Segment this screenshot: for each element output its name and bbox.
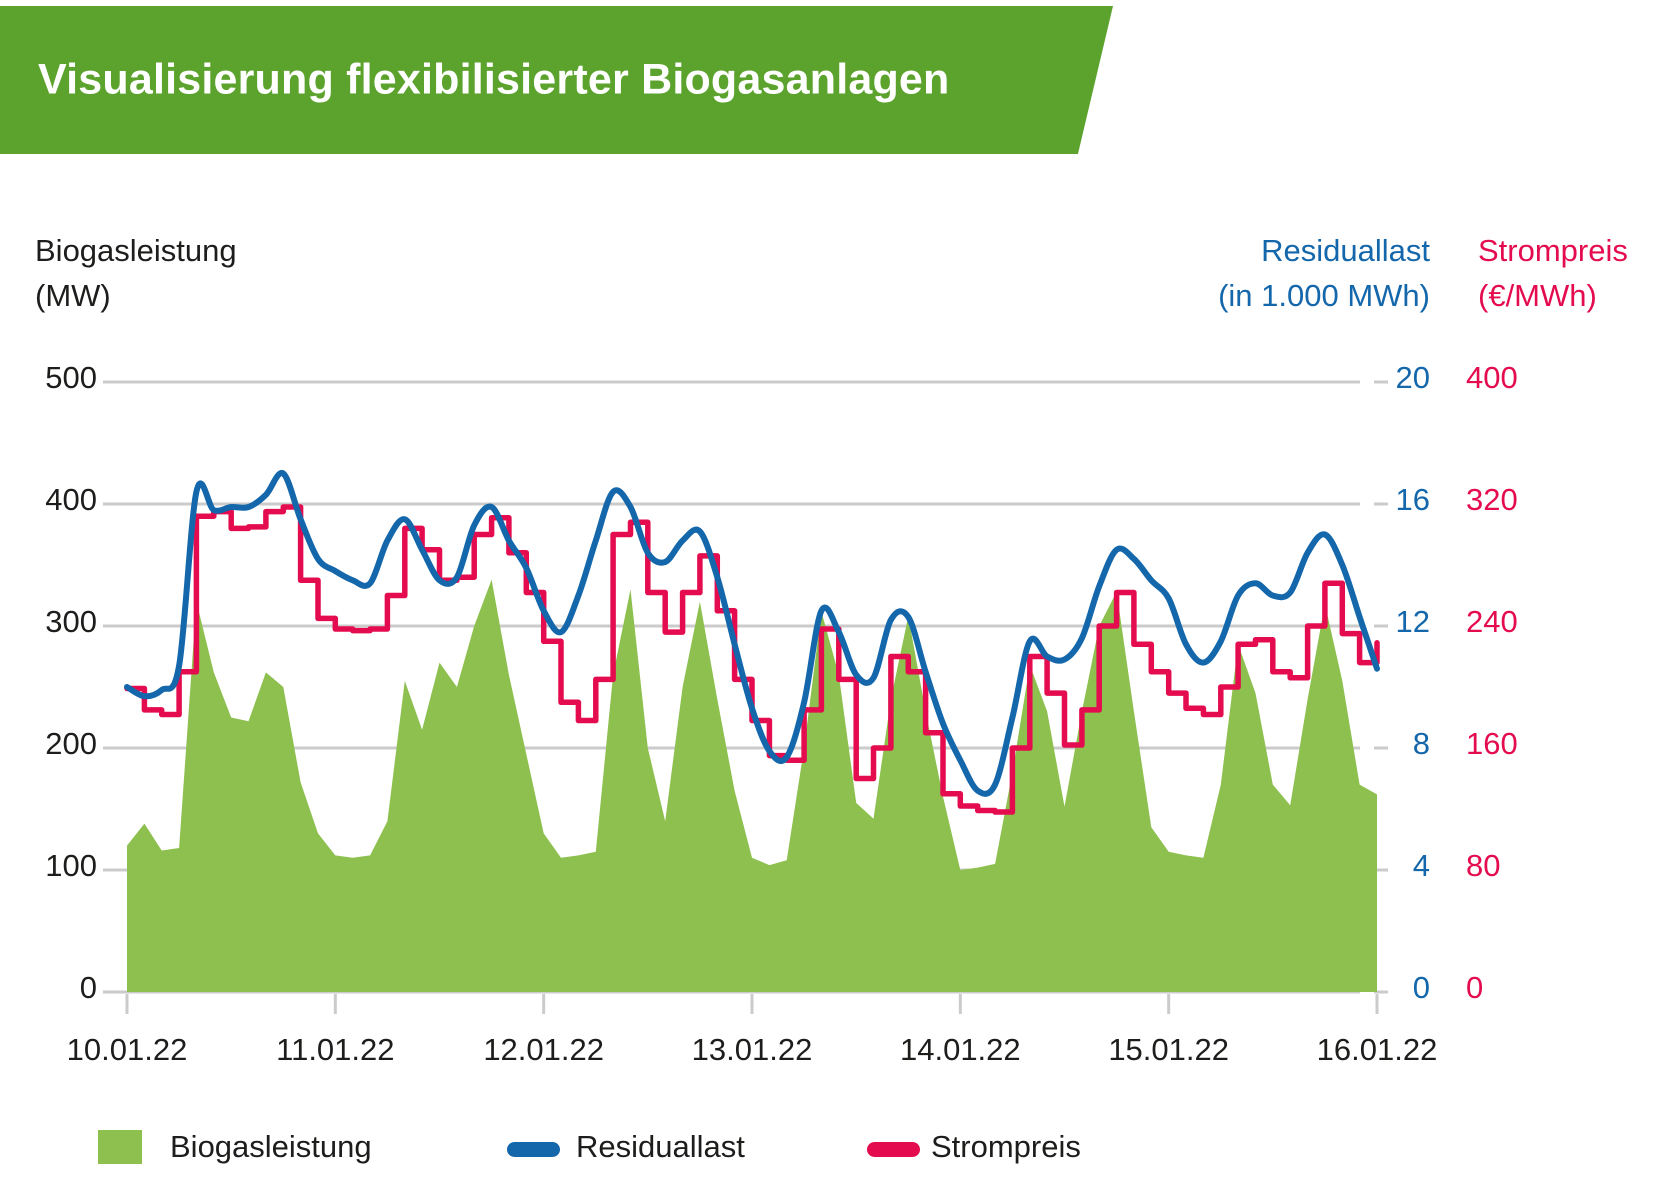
strompreis-axis-label: 160 — [1466, 726, 1518, 761]
residuallast-axis-label: 12 — [1395, 604, 1430, 639]
right-axis-title-strompreis: Strompreis (€/MWh) — [1478, 228, 1628, 318]
legend-label-strompreis: Strompreis — [931, 1129, 1081, 1164]
right-axis-title-residuallast: Residuallast (in 1.000 MWh) — [1030, 228, 1430, 318]
left-axis-title: Biogasleistung (MW) — [35, 228, 237, 318]
x-axis-date-label: 11.01.22 — [276, 1032, 395, 1067]
x-axis-date-label: 15.01.22 — [1108, 1032, 1229, 1067]
strompreis-axis-label: 240 — [1466, 604, 1518, 639]
residuallast-axis-label: 16 — [1395, 482, 1430, 517]
series-line-residuallast — [124, 470, 1380, 797]
page-title: Visualisierung flexibilisierter Biogasan… — [38, 55, 950, 104]
left-axis-label: 0 — [79, 970, 97, 1005]
left-axis-label: 200 — [45, 726, 97, 761]
x-axis-date-label: 12.01.22 — [483, 1032, 604, 1067]
x-axis-date-label: 16.01.22 — [1316, 1032, 1438, 1067]
strompreis-axis-label: 0 — [1466, 970, 1484, 1005]
legend-label-residuallast: Residuallast — [576, 1129, 745, 1164]
legend-swatch-residuallast — [507, 1142, 560, 1157]
series-step-strompreis — [124, 504, 1380, 815]
residuallast-title-line2: (in 1.000 MWh) — [1218, 278, 1430, 313]
title-banner: Visualisierung flexibilisierter Biogasan… — [0, 6, 1113, 154]
left-axis-title-line2: (MW) — [35, 278, 111, 313]
x-axis-date-label: 14.01.22 — [899, 1032, 1021, 1067]
strompreis-title-line2: (€/MWh) — [1478, 278, 1597, 313]
legend-swatch-biogasleistung — [98, 1130, 142, 1164]
series-area-biogasleistung — [127, 579, 1377, 992]
left-axis-label: 300 — [45, 604, 97, 639]
legend-label-biogasleistung: Biogasleistung — [170, 1129, 372, 1164]
x-axis-date-label: 10.01.22 — [66, 1032, 188, 1067]
residuallast-axis-label: 4 — [1412, 848, 1430, 883]
residuallast-title-line1: Residuallast — [1261, 233, 1430, 268]
residuallast-axis-label: 8 — [1412, 726, 1430, 761]
left-axis-label: 100 — [45, 848, 97, 883]
left-axis-title-line1: Biogasleistung — [35, 233, 237, 268]
legend-swatch-strompreis — [867, 1142, 920, 1157]
legend: Biogasleistung Residuallast Strompreis — [0, 1118, 1676, 1178]
strompreis-axis-label: 320 — [1466, 482, 1518, 517]
strompreis-title-line1: Strompreis — [1478, 233, 1628, 268]
x-axis-date-label: 13.01.22 — [691, 1032, 813, 1067]
strompreis-axis-label: 80 — [1466, 848, 1501, 883]
left-axis-label: 400 — [45, 482, 97, 517]
residuallast-axis-label: 20 — [1395, 360, 1430, 395]
strompreis-axis-label: 400 — [1466, 360, 1518, 395]
left-axis-label: 500 — [45, 360, 97, 395]
residuallast-axis-label: 0 — [1412, 970, 1430, 1005]
